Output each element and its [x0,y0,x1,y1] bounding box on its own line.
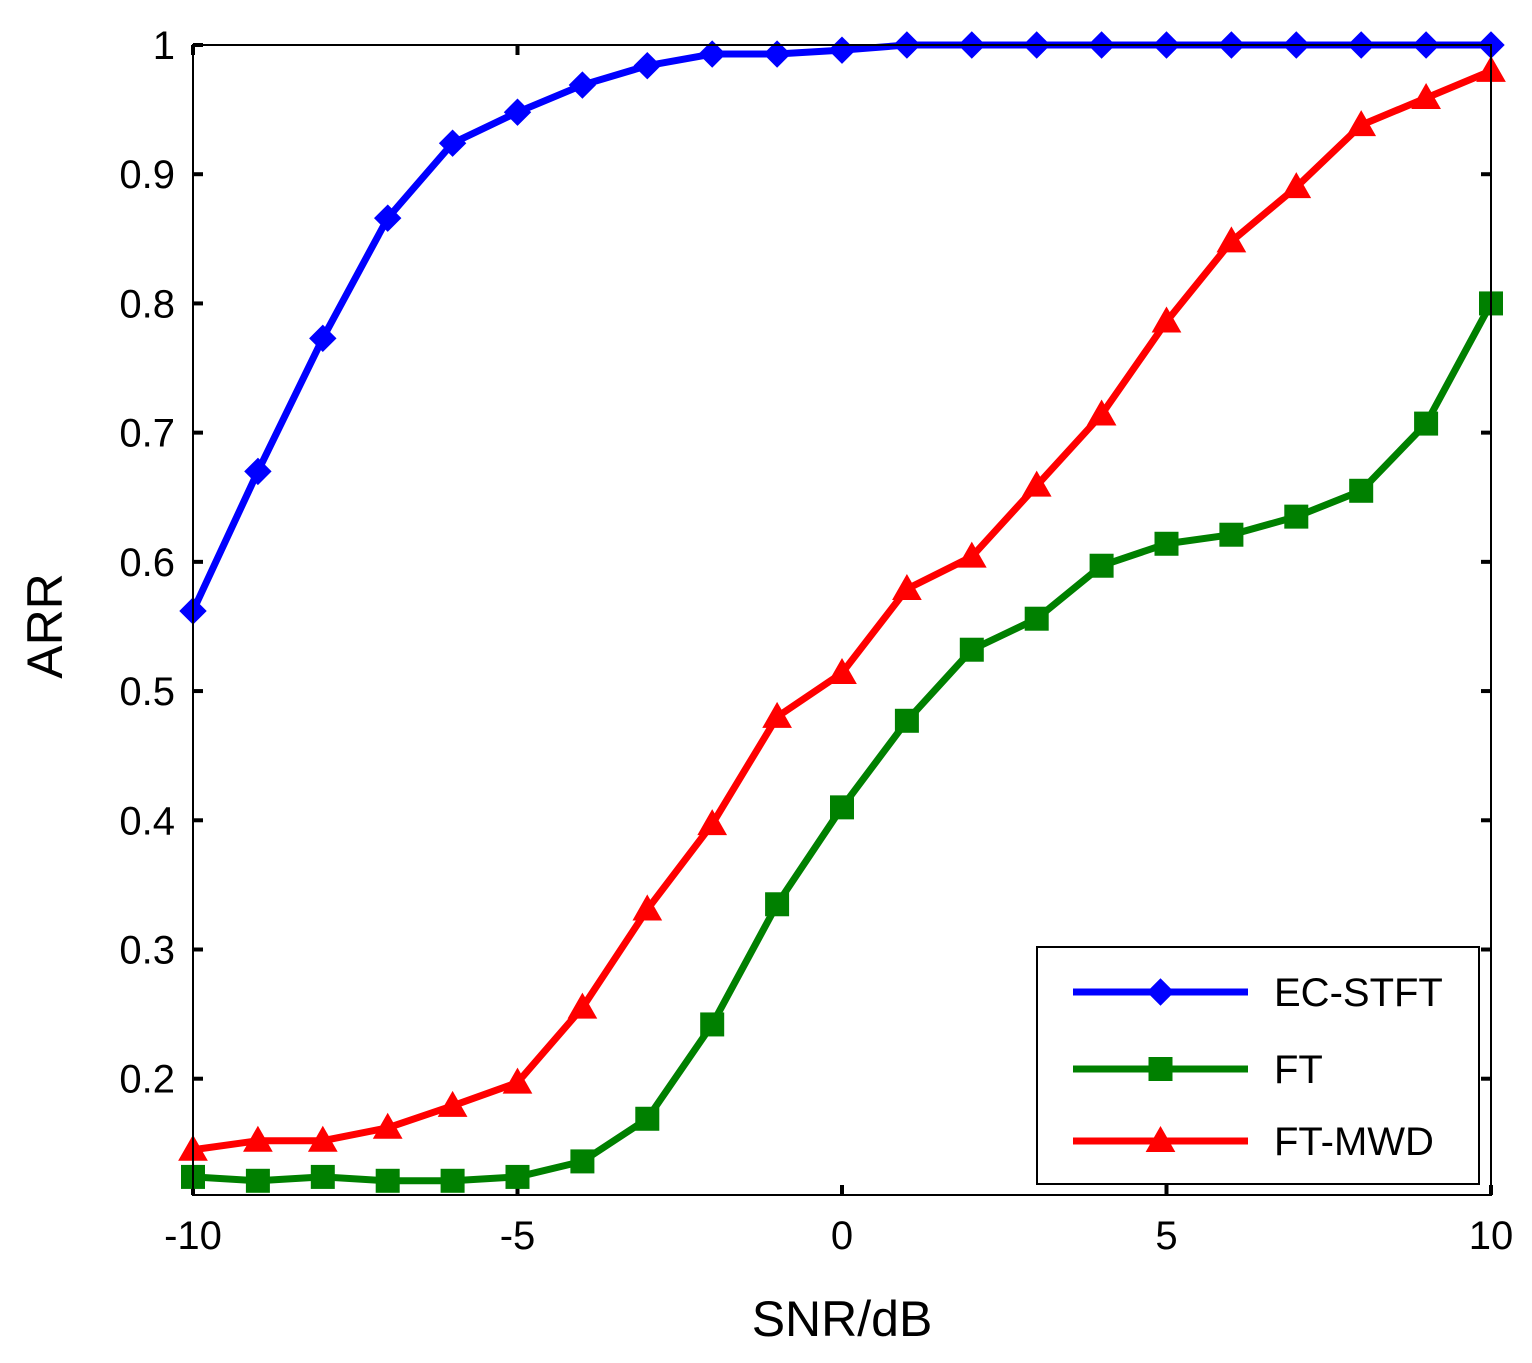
x-tick-label: 5 [1155,1214,1177,1258]
x-axis-title: SNR/dB [752,1291,933,1347]
data-point-ec-stft [244,457,272,486]
legend-item-ft: FT [1073,1048,1323,1092]
y-tick-label: 0.2 [119,1058,175,1102]
data-point-ft [1349,478,1374,503]
data-point-ft [245,1168,270,1193]
legend: EC-STFT FT FT-MWD [1036,946,1480,1185]
data-point-ft-mwd [1216,226,1247,253]
data-point-ec-stft [568,71,597,99]
data-point-ft [1284,504,1309,529]
y-tick-label: 0.6 [119,541,175,585]
y-tick-label: 0.5 [119,670,175,714]
data-point-ec-stft [373,204,402,232]
data-point-ft [1024,606,1049,631]
data-point-ec-stft [309,324,337,353]
y-axis-title: ARR [17,573,73,679]
legend-marker-ft [1148,1057,1173,1081]
data-point-ft [1219,522,1244,547]
data-point-ft [375,1168,400,1193]
legend-label-ec-stft: EC-STFT [1274,971,1443,1015]
legend-marker-ec-stft [1146,978,1175,1006]
y-tick-label: 0.3 [119,928,175,972]
data-point-ft-mwd [437,1090,468,1117]
data-point-ft-mwd [502,1067,533,1094]
data-point-ft [635,1106,660,1131]
y-tick-label: 0.8 [119,282,175,326]
data-point-ft-mwd [1151,306,1182,333]
data-point-ft [1414,411,1439,436]
data-point-ft-mwd [567,992,598,1019]
data-point-ft-mwd [243,1125,273,1152]
data-point-ft [310,1164,335,1189]
data-point-ft-mwd [762,701,792,728]
y-tick-label: 0.7 [119,412,175,456]
data-point-ec-stft [698,40,726,68]
x-tick-label: 0 [831,1214,853,1258]
data-point-ft-mwd [372,1112,403,1139]
data-point-ft [505,1164,530,1189]
data-point-ft-mwd [1281,172,1312,199]
data-point-ec-stft [503,98,532,126]
data-point-ft-mwd [632,894,663,921]
legend-item-ft-mwd: FT-MWD [1073,1120,1434,1164]
legend-label-ft: FT [1274,1048,1323,1092]
legend-marker-ft-mwd [1145,1125,1176,1152]
data-point-ft [765,892,790,917]
plot-frame [192,44,1492,1196]
data-point-ft-mwd [1411,82,1441,109]
data-point-ft-mwd [307,1125,338,1152]
data-point-ec-stft [438,129,467,157]
x-tick-label: -5 [500,1214,536,1258]
tick-labels-layer: -10 -5 0 5 10 0.2 0.3 0.4 0.5 0.6 0.7 0.8 0.9 1 [119,24,1513,1258]
data-point-ft [570,1149,595,1174]
data-point-ft [700,1012,725,1037]
data-point-ft [1154,531,1179,556]
data-point-ft-mwd [1086,399,1117,426]
data-point-ft [440,1168,465,1193]
data-point-ft [959,637,984,662]
y-tick-label: 0.9 [119,153,175,197]
data-point-ft-mwd [1021,470,1052,497]
x-tick-label: 10 [1469,1214,1514,1258]
data-point-ft-mwd [697,809,728,836]
data-point-ft-mwd [892,573,922,600]
legend-label-ft-mwd: FT-MWD [1274,1120,1434,1164]
series-ec-stft [179,31,1505,625]
legend-item-ec-stft: EC-STFT [1073,971,1443,1015]
y-tick-label: 1 [153,24,175,68]
data-point-ec-stft [633,51,662,80]
x-tick-label: -10 [164,1214,222,1258]
y-tick-label: 0.4 [119,799,175,843]
data-point-ft [1089,553,1114,578]
data-point-ft-mwd [1346,110,1377,137]
data-point-ec-stft [763,40,791,68]
data-point-ft [894,708,919,733]
data-point-ft-mwd [956,541,987,568]
data-point-ft-mwd [827,657,857,684]
data-point-ft [830,795,854,820]
